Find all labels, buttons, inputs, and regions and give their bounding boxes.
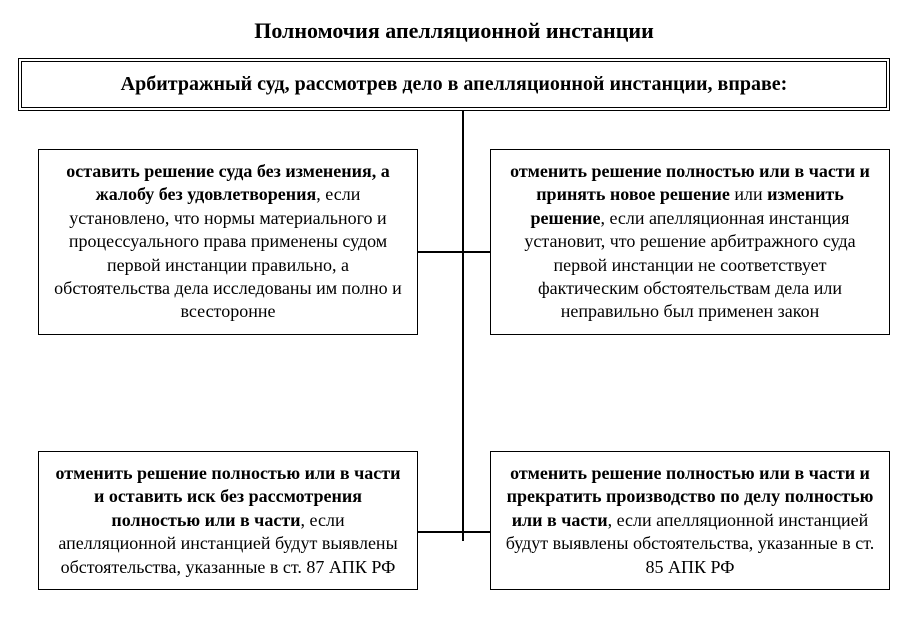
connector-stub [418, 251, 462, 253]
option-box-cancel-terminate: отменить решение полностью или в части и… [490, 451, 890, 590]
connector-trunk [462, 111, 464, 541]
watermark-badge: .РФ [660, 333, 704, 363]
connector-stub [418, 531, 462, 533]
option-rest: , если установлено, что нормы материальн… [54, 184, 402, 321]
connector-stub [464, 251, 490, 253]
diagram-area: Схемо //схемо.рф .РФ оставить решение су… [18, 111, 890, 631]
option-lead: отменить решение полностью или в части и… [56, 463, 401, 530]
header-box: Арбитражный суд, рассмотрев дело в апелл… [18, 58, 890, 111]
option-box-cancel-leave-claim: отменить решение полностью или в части и… [38, 451, 418, 590]
connector-stub [464, 531, 490, 533]
option-box-cancel-and-new: отменить решение полностью или в части и… [490, 149, 890, 335]
watermark-text: Схемо [288, 331, 561, 441]
option-box-leave-unchanged: оставить решение суда без изменения, а ж… [38, 149, 418, 335]
option-mid: или [730, 184, 767, 204]
page: Полномочия апелляционной инстанции Арбит… [0, 0, 908, 639]
page-title: Полномочия апелляционной инстанции [18, 18, 890, 44]
